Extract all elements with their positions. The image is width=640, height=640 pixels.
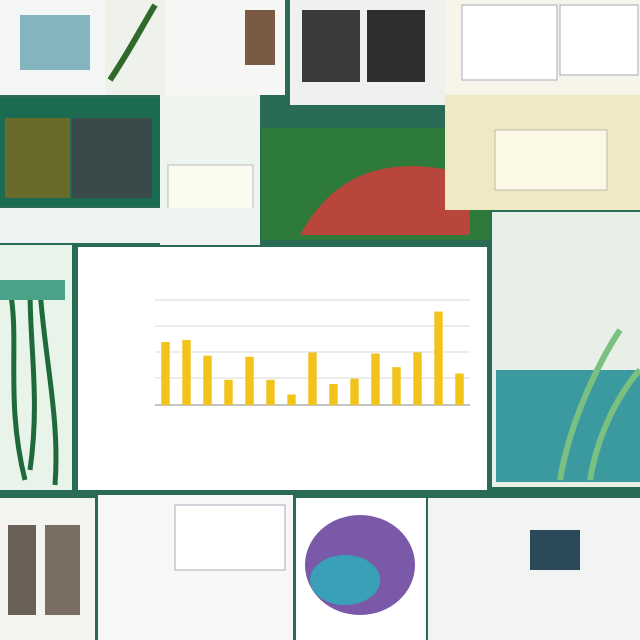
bar [455,373,464,405]
roots [7,289,59,486]
bar [308,352,317,405]
bar [350,378,359,405]
line-chart [461,4,558,81]
chart-panel [78,247,487,490]
bar [371,353,380,405]
mini-chart [167,164,254,211]
figure [8,525,36,615]
bar [182,339,191,405]
bar [329,384,338,405]
figure [20,15,90,70]
illustration [310,555,380,605]
bars [161,311,464,405]
image [496,370,640,482]
image [367,10,425,82]
bar [161,342,170,405]
bar [245,356,254,405]
line-chart [559,4,639,76]
bar [224,379,233,405]
panel [0,208,258,243]
bar [203,355,212,405]
bar [434,311,443,405]
image [5,118,70,198]
line-chart [174,504,286,571]
bar [266,379,275,405]
bar [287,394,296,405]
mini-chart [494,129,608,191]
image [302,10,360,82]
figure [0,280,65,300]
bar [413,352,422,405]
figure [45,525,80,615]
image [530,530,580,570]
panel [105,0,165,95]
plant [557,328,640,481]
figure [245,10,275,65]
illustration [300,166,470,235]
bar [392,367,401,405]
plant [107,3,158,82]
screen [72,118,152,198]
